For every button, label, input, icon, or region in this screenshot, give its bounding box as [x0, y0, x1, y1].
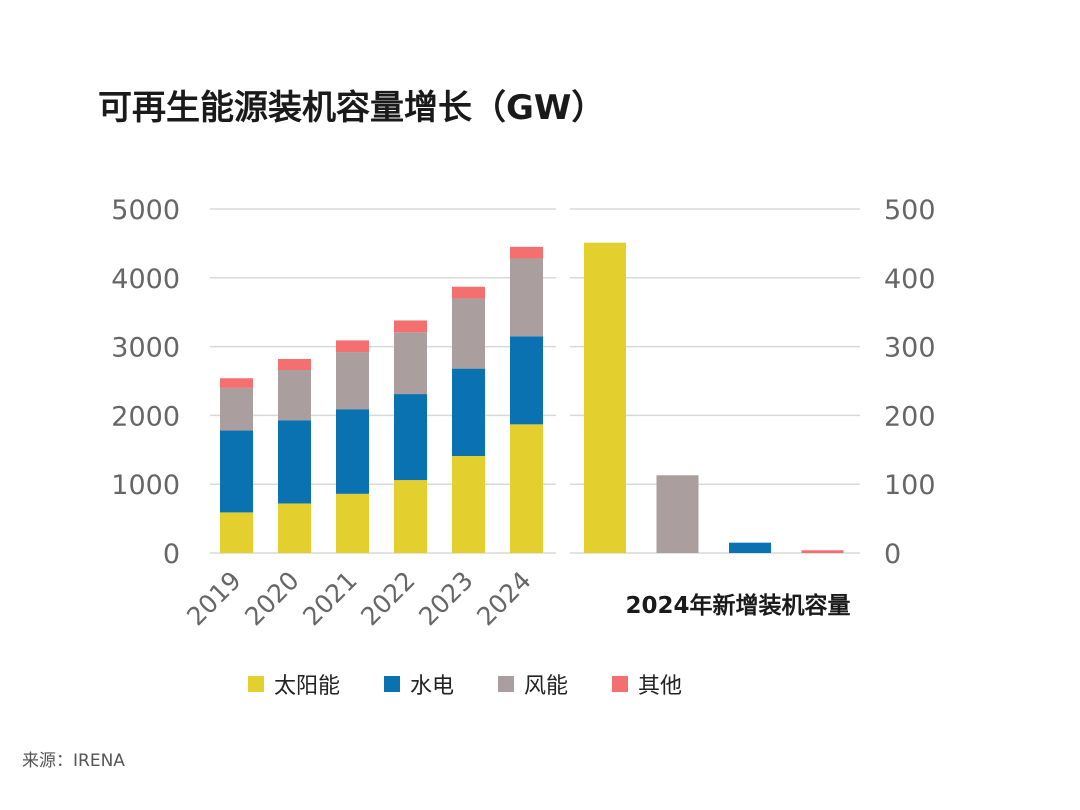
- left-y-tick-label: 2000: [111, 401, 180, 432]
- bar-other-2024: [510, 246, 543, 259]
- right-y-tick-label: 400: [884, 264, 936, 295]
- bar-hydro-2021: [336, 409, 369, 494]
- x-tick-label-2020: 2020: [239, 566, 304, 631]
- left-y-tick-label: 1000: [111, 470, 180, 501]
- bar-hydro-2022: [394, 394, 427, 481]
- legend: 太阳能 水电 风能 其他: [248, 668, 726, 700]
- legend-label-other: 其他: [638, 674, 683, 699]
- bar-wind-2022: [394, 332, 427, 395]
- legend-item-hydro: 水电: [384, 668, 454, 700]
- bar-other-2020: [278, 358, 311, 370]
- legend-label-wind: 风能: [524, 674, 569, 699]
- right-y-tick-label: 100: [884, 470, 936, 501]
- right-x-axis-label: 2024年新增装机容量: [625, 592, 850, 619]
- bar-solar-2022: [394, 480, 427, 553]
- bar-wind-2021: [336, 352, 369, 410]
- new-bar-hydro: [729, 542, 771, 553]
- legend-item-wind: 风能: [498, 668, 568, 700]
- bar-hydro-2023: [452, 368, 485, 456]
- bar-wind-2023: [452, 298, 485, 369]
- left-gridlines: [210, 208, 556, 554]
- bar-solar-2021: [336, 493, 369, 553]
- new-bar-other: [801, 550, 844, 553]
- right-y-tick-label: 500: [884, 195, 936, 226]
- new-capacity-bars: [584, 242, 844, 553]
- left-y-tick-label: 5000: [111, 195, 180, 226]
- bar-solar-2023: [452, 455, 485, 553]
- bar-solar-2024: [510, 424, 543, 553]
- legend-label-solar: 太阳能: [274, 674, 341, 699]
- bar-other-2022: [394, 320, 427, 333]
- stacked-bars: [220, 246, 543, 553]
- x-tick-label-2023: 2023: [413, 566, 478, 631]
- legend-swatch-other: [612, 676, 629, 692]
- right-y-tick-label: 0: [884, 539, 901, 570]
- bar-hydro-2019: [220, 430, 253, 513]
- left-y-tick-label: 4000: [111, 264, 180, 295]
- chart-title: 可再生能源装机容量增长（GW）: [98, 88, 606, 128]
- legend-swatch-hydro: [384, 676, 401, 692]
- right-y-tick-label: 200: [884, 401, 936, 432]
- x-tick-label-2019: 2019: [181, 566, 246, 631]
- source-note: 来源：IRENA: [22, 751, 125, 771]
- new-bar-solar: [584, 242, 626, 553]
- x-tick-label-2021: 2021: [297, 566, 362, 631]
- bar-other-2023: [452, 286, 485, 299]
- left-y-tick-label: 0: [163, 539, 180, 570]
- chart-area: 0 1000 2000 3000 4000 5000 0 100 200 300 400 500 2…: [111, 195, 936, 631]
- bar-wind-2020: [278, 369, 311, 421]
- bar-solar-2020: [278, 503, 311, 553]
- bar-solar-2019: [220, 512, 253, 553]
- right-y-tick-labels: 0 100 200 300 400 500: [884, 195, 936, 570]
- bar-other-2021: [336, 340, 369, 353]
- legend-item-other: 其他: [612, 668, 682, 700]
- bar-wind-2019: [220, 387, 253, 431]
- bar-hydro-2020: [278, 420, 311, 504]
- x-tick-label-2022: 2022: [355, 566, 420, 631]
- new-bar-wind: [656, 475, 699, 553]
- legend-swatch-wind: [498, 676, 515, 692]
- legend-label-hydro: 水电: [410, 674, 455, 699]
- right-y-tick-label: 300: [884, 333, 936, 364]
- bar-wind-2024: [510, 258, 543, 337]
- x-tick-label-2024: 2024: [471, 566, 536, 631]
- bar-hydro-2024: [510, 336, 543, 425]
- left-y-tick-labels: 0 1000 2000 3000 4000 5000: [111, 195, 180, 570]
- legend-swatch-solar: [248, 676, 264, 692]
- left-y-tick-label: 3000: [111, 333, 180, 364]
- legend-item-solar: 太阳能: [248, 668, 340, 700]
- bar-other-2019: [220, 378, 253, 388]
